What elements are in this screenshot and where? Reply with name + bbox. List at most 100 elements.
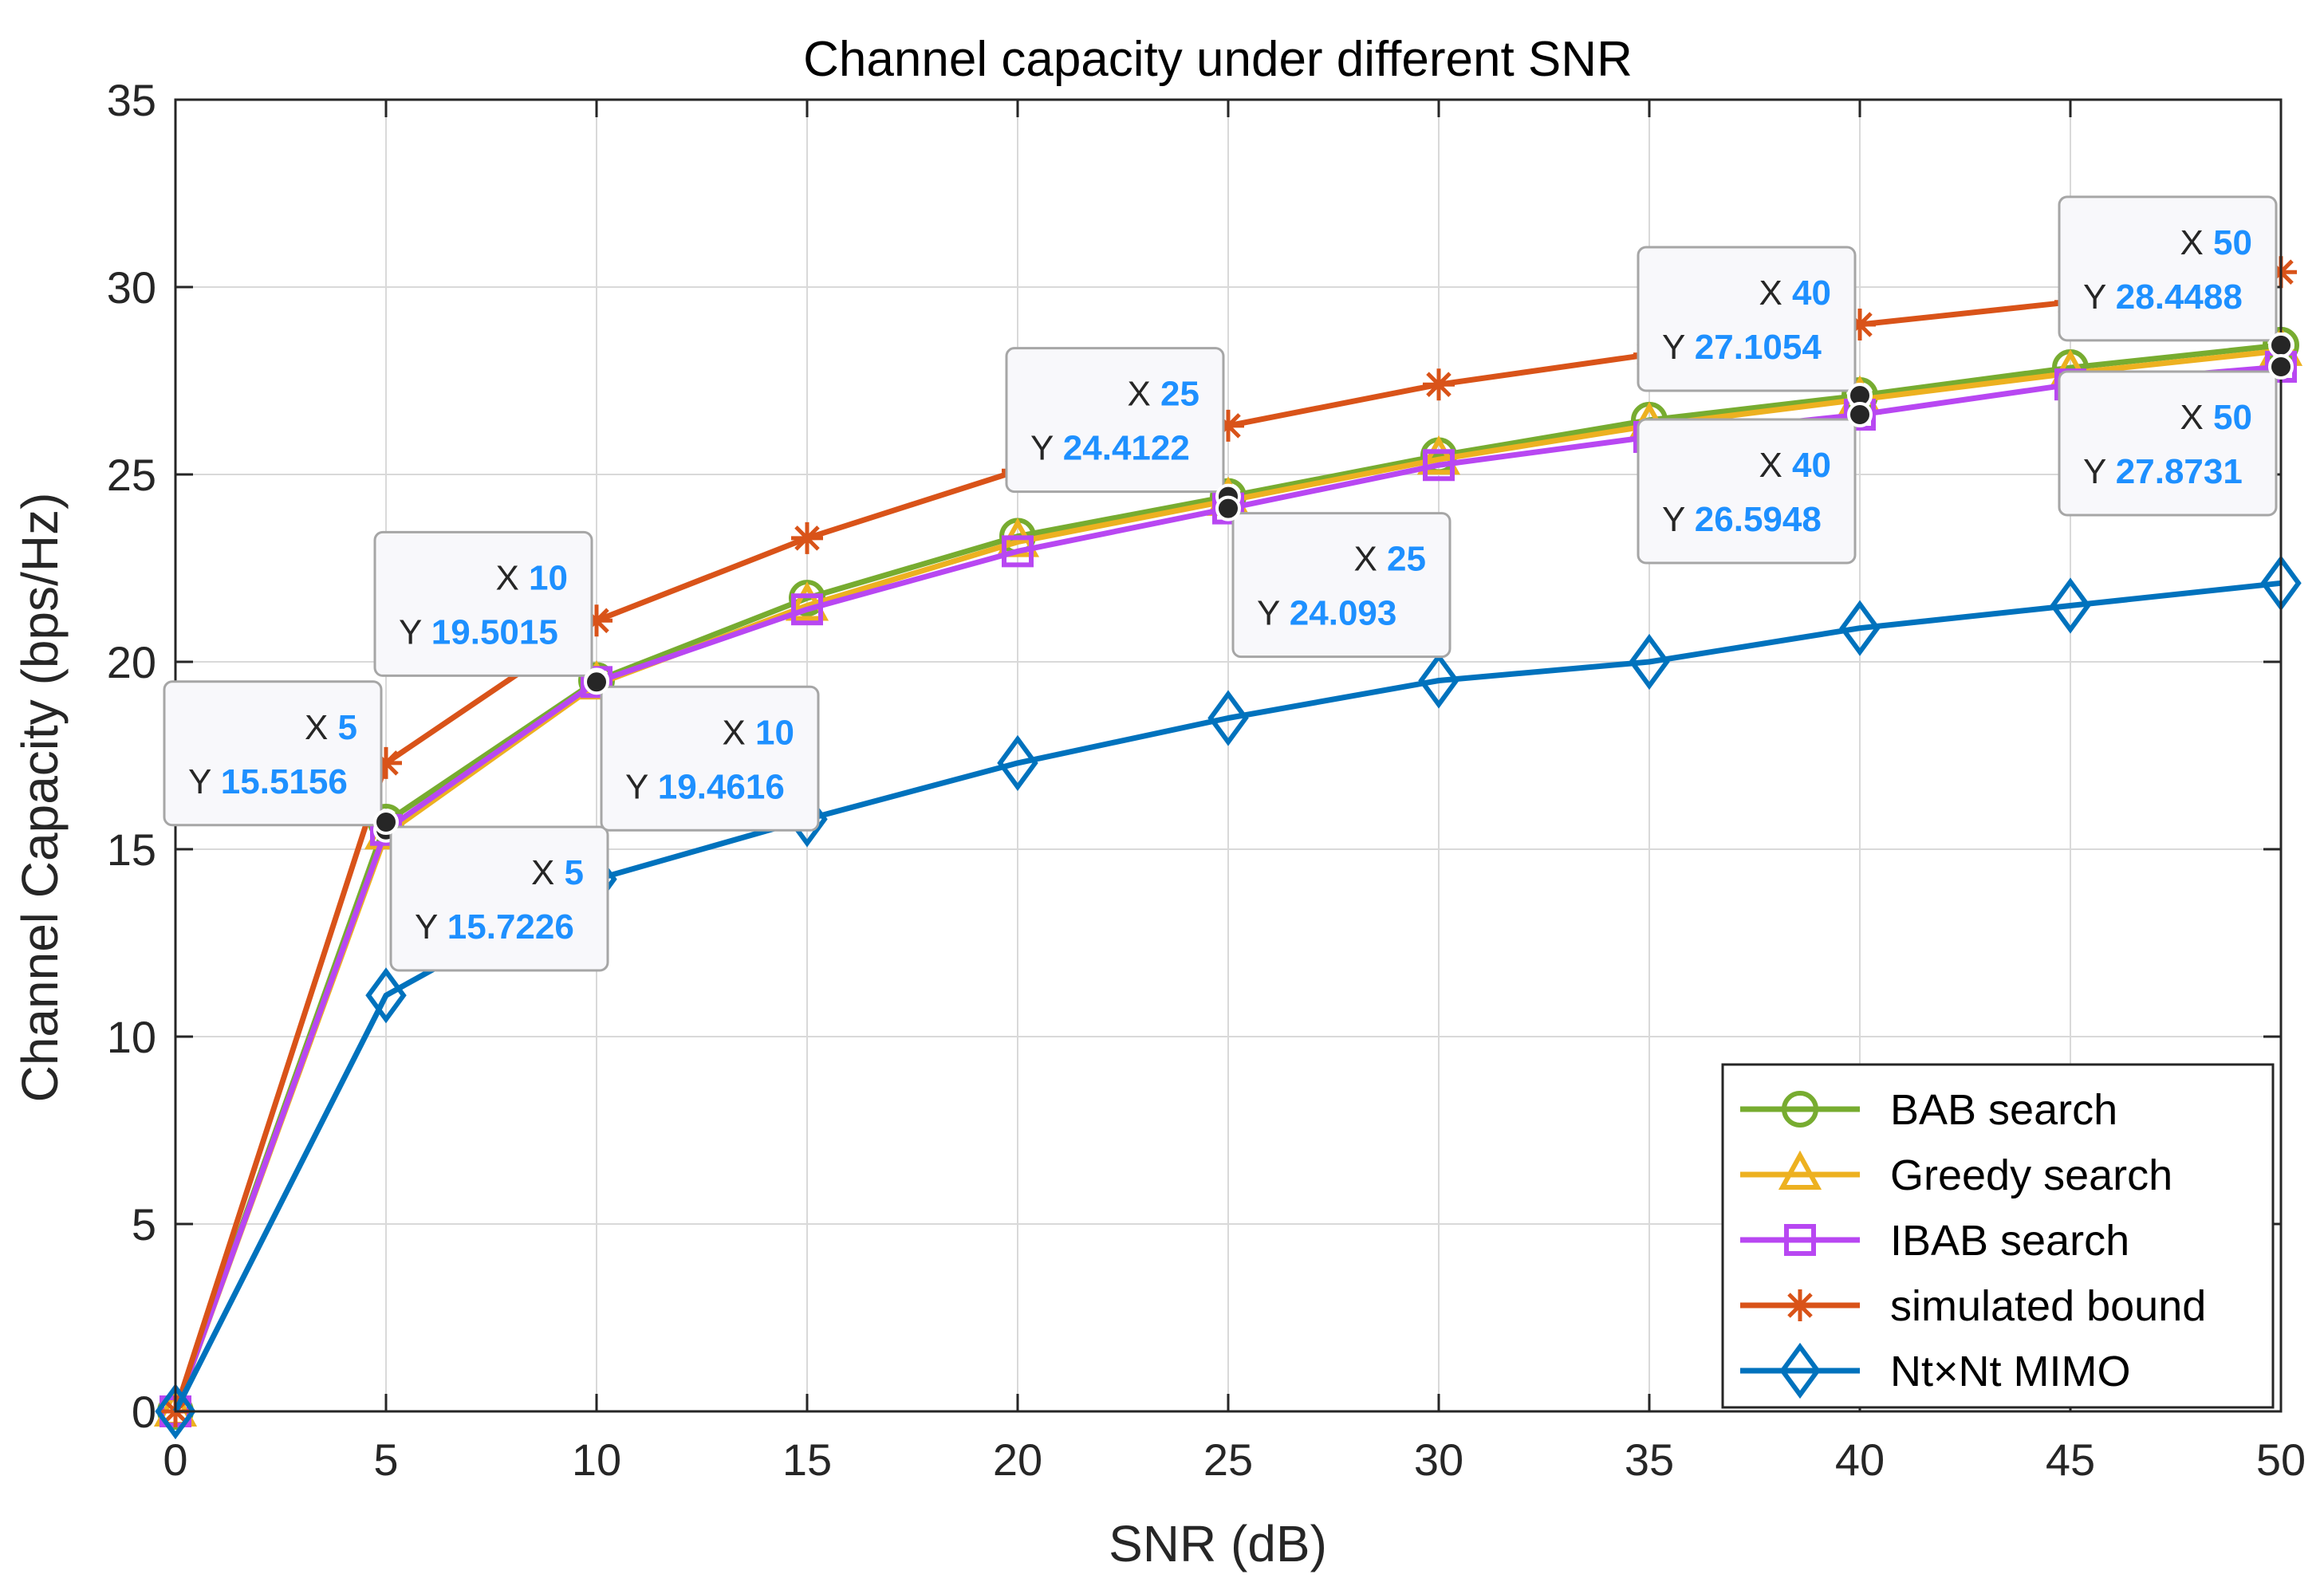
- datatip: X 40 Y 27.1054: [1637, 246, 1873, 409]
- datatip-x-label: X: [495, 558, 529, 597]
- y-tick-label: 5: [132, 1199, 156, 1250]
- data-point: [1423, 368, 1455, 401]
- datatip-x-line: X 10: [722, 713, 794, 752]
- datatip-x-label: X: [1759, 274, 1792, 313]
- datatip-x-line: X 10: [495, 558, 568, 597]
- datatip-x-value: 10: [529, 558, 568, 597]
- datatip-y-value: 19.4616: [658, 767, 785, 806]
- datatip-x-line: X 50: [2180, 398, 2252, 437]
- datatip-x-label: X: [305, 708, 338, 747]
- datatip-y-label: Y: [1257, 594, 1290, 633]
- legend-label: IBAB search: [1890, 1217, 2129, 1265]
- x-axis-label: SNR (dB): [1109, 1515, 1327, 1572]
- datatip-box: [163, 680, 383, 827]
- datatip-y-value: 24.4122: [1063, 429, 1190, 468]
- data-point: [997, 734, 1038, 791]
- x-tick-label: 10: [572, 1435, 621, 1485]
- y-tick-label: 15: [107, 825, 156, 875]
- legend-label: Nt×Nt MIMO: [1890, 1348, 2131, 1395]
- datatip-x-value: 10: [755, 713, 794, 752]
- legend-marker: [1784, 1224, 1816, 1256]
- legend-marker: [1784, 1289, 1816, 1321]
- y-tick-label: 10: [107, 1012, 156, 1062]
- datatip-y-label: Y: [188, 762, 221, 801]
- data-point: [1418, 652, 1459, 709]
- legend-label: BAB search: [1890, 1086, 2117, 1134]
- datatip-y-line: Y 27.8731: [2083, 452, 2243, 491]
- y-tick-label: 25: [107, 450, 156, 500]
- datatip-box: [2058, 195, 2278, 342]
- datatip-box: [1637, 246, 1857, 392]
- datatip-y-value: 27.8731: [2116, 452, 2243, 491]
- y-tick-label: 20: [107, 637, 156, 687]
- datatip-x-value: 5: [338, 708, 357, 747]
- datatip-x-line: X 40: [1759, 446, 1831, 485]
- y-tick-label: 30: [107, 262, 156, 313]
- datatip-y-line: Y 15.5156: [188, 762, 348, 801]
- datatip-x-value: 25: [1160, 375, 1199, 414]
- x-tick-label: 35: [1625, 1435, 1674, 1485]
- data-point: [785, 581, 829, 621]
- data-point: [1629, 633, 1670, 691]
- datatip-y-line: Y 28.4488: [2083, 277, 2243, 317]
- datatip: X 5 Y 15.5156: [163, 680, 399, 843]
- datatip-x-line: X 25: [1353, 540, 1426, 579]
- datatip-y-line: Y 19.5015: [399, 612, 558, 651]
- x-tick-label: 0: [163, 1435, 187, 1485]
- datatip-dot: [2268, 332, 2294, 358]
- datatip-y-label: Y: [1662, 500, 1695, 539]
- datatip-y-value: 15.7226: [447, 907, 574, 947]
- data-point: [1423, 449, 1455, 482]
- data-point: [370, 746, 402, 779]
- x-tick-label: 45: [2046, 1435, 2095, 1485]
- data-point: [1002, 535, 1034, 568]
- datatip: X 25 Y 24.093: [1215, 495, 1452, 659]
- datatip-box: [1231, 512, 1452, 659]
- x-tick-label: 25: [1203, 1435, 1253, 1485]
- legend-entry: simulated bound: [1740, 1282, 2206, 1330]
- datatip-x-label: X: [2180, 398, 2213, 437]
- data-point: [1212, 409, 1244, 442]
- legend-marker: [1778, 1150, 1822, 1190]
- datatip-y-label: Y: [1030, 429, 1063, 468]
- data-point: [791, 593, 823, 626]
- datatip-y-value: 15.5156: [221, 762, 348, 801]
- datatip-dot: [2268, 353, 2294, 380]
- datatip: X 10 Y 19.5015: [373, 530, 609, 694]
- data-point: [1207, 690, 1249, 746]
- x-tick-label: 5: [373, 1435, 398, 1485]
- datatip-x-value: 50: [2213, 398, 2252, 437]
- datatip-x-value: 40: [1792, 446, 1831, 485]
- data-point: [1844, 309, 1876, 340]
- x-tick-label: 50: [2256, 1435, 2306, 1485]
- legend-entry: Greedy search: [1740, 1150, 2172, 1199]
- x-tick-label: 15: [782, 1435, 832, 1485]
- datatip-y-label: Y: [2083, 452, 2116, 491]
- datatip-dot: [1847, 402, 1873, 428]
- data-point: [1416, 435, 1461, 475]
- datatip-box: [600, 685, 820, 832]
- datatip-x-value: 25: [1387, 540, 1426, 579]
- datatip-box: [373, 530, 593, 677]
- legend-marker: [1779, 1342, 1821, 1399]
- datatip-x-line: X 5: [531, 853, 584, 892]
- datatip-x-label: X: [1127, 375, 1160, 414]
- datatip-y-line: Y 15.7226: [415, 907, 574, 947]
- datatip-x-label: X: [722, 713, 755, 752]
- y-axis-label: Channel Capacity (bps/Hz): [11, 493, 69, 1103]
- datatip-box: [2058, 370, 2278, 517]
- datatip-dot: [1215, 495, 1241, 521]
- legend-marker: [1782, 1091, 1818, 1128]
- data-point: [2050, 577, 2091, 634]
- datatip-y-line: Y 24.093: [1257, 594, 1396, 633]
- datatip-box: [1005, 347, 1225, 494]
- legend-label: simulated bound: [1890, 1282, 2206, 1330]
- datatip-y-line: Y 24.4122: [1030, 429, 1190, 468]
- datatip-y-value: 27.1054: [1695, 328, 1822, 367]
- datatip-x-label: X: [2180, 223, 2213, 262]
- x-tick-label: 30: [1414, 1435, 1463, 1485]
- y-tick-label: 0: [132, 1387, 156, 1437]
- datatip-x-value: 5: [565, 853, 584, 892]
- data-point: [791, 521, 823, 554]
